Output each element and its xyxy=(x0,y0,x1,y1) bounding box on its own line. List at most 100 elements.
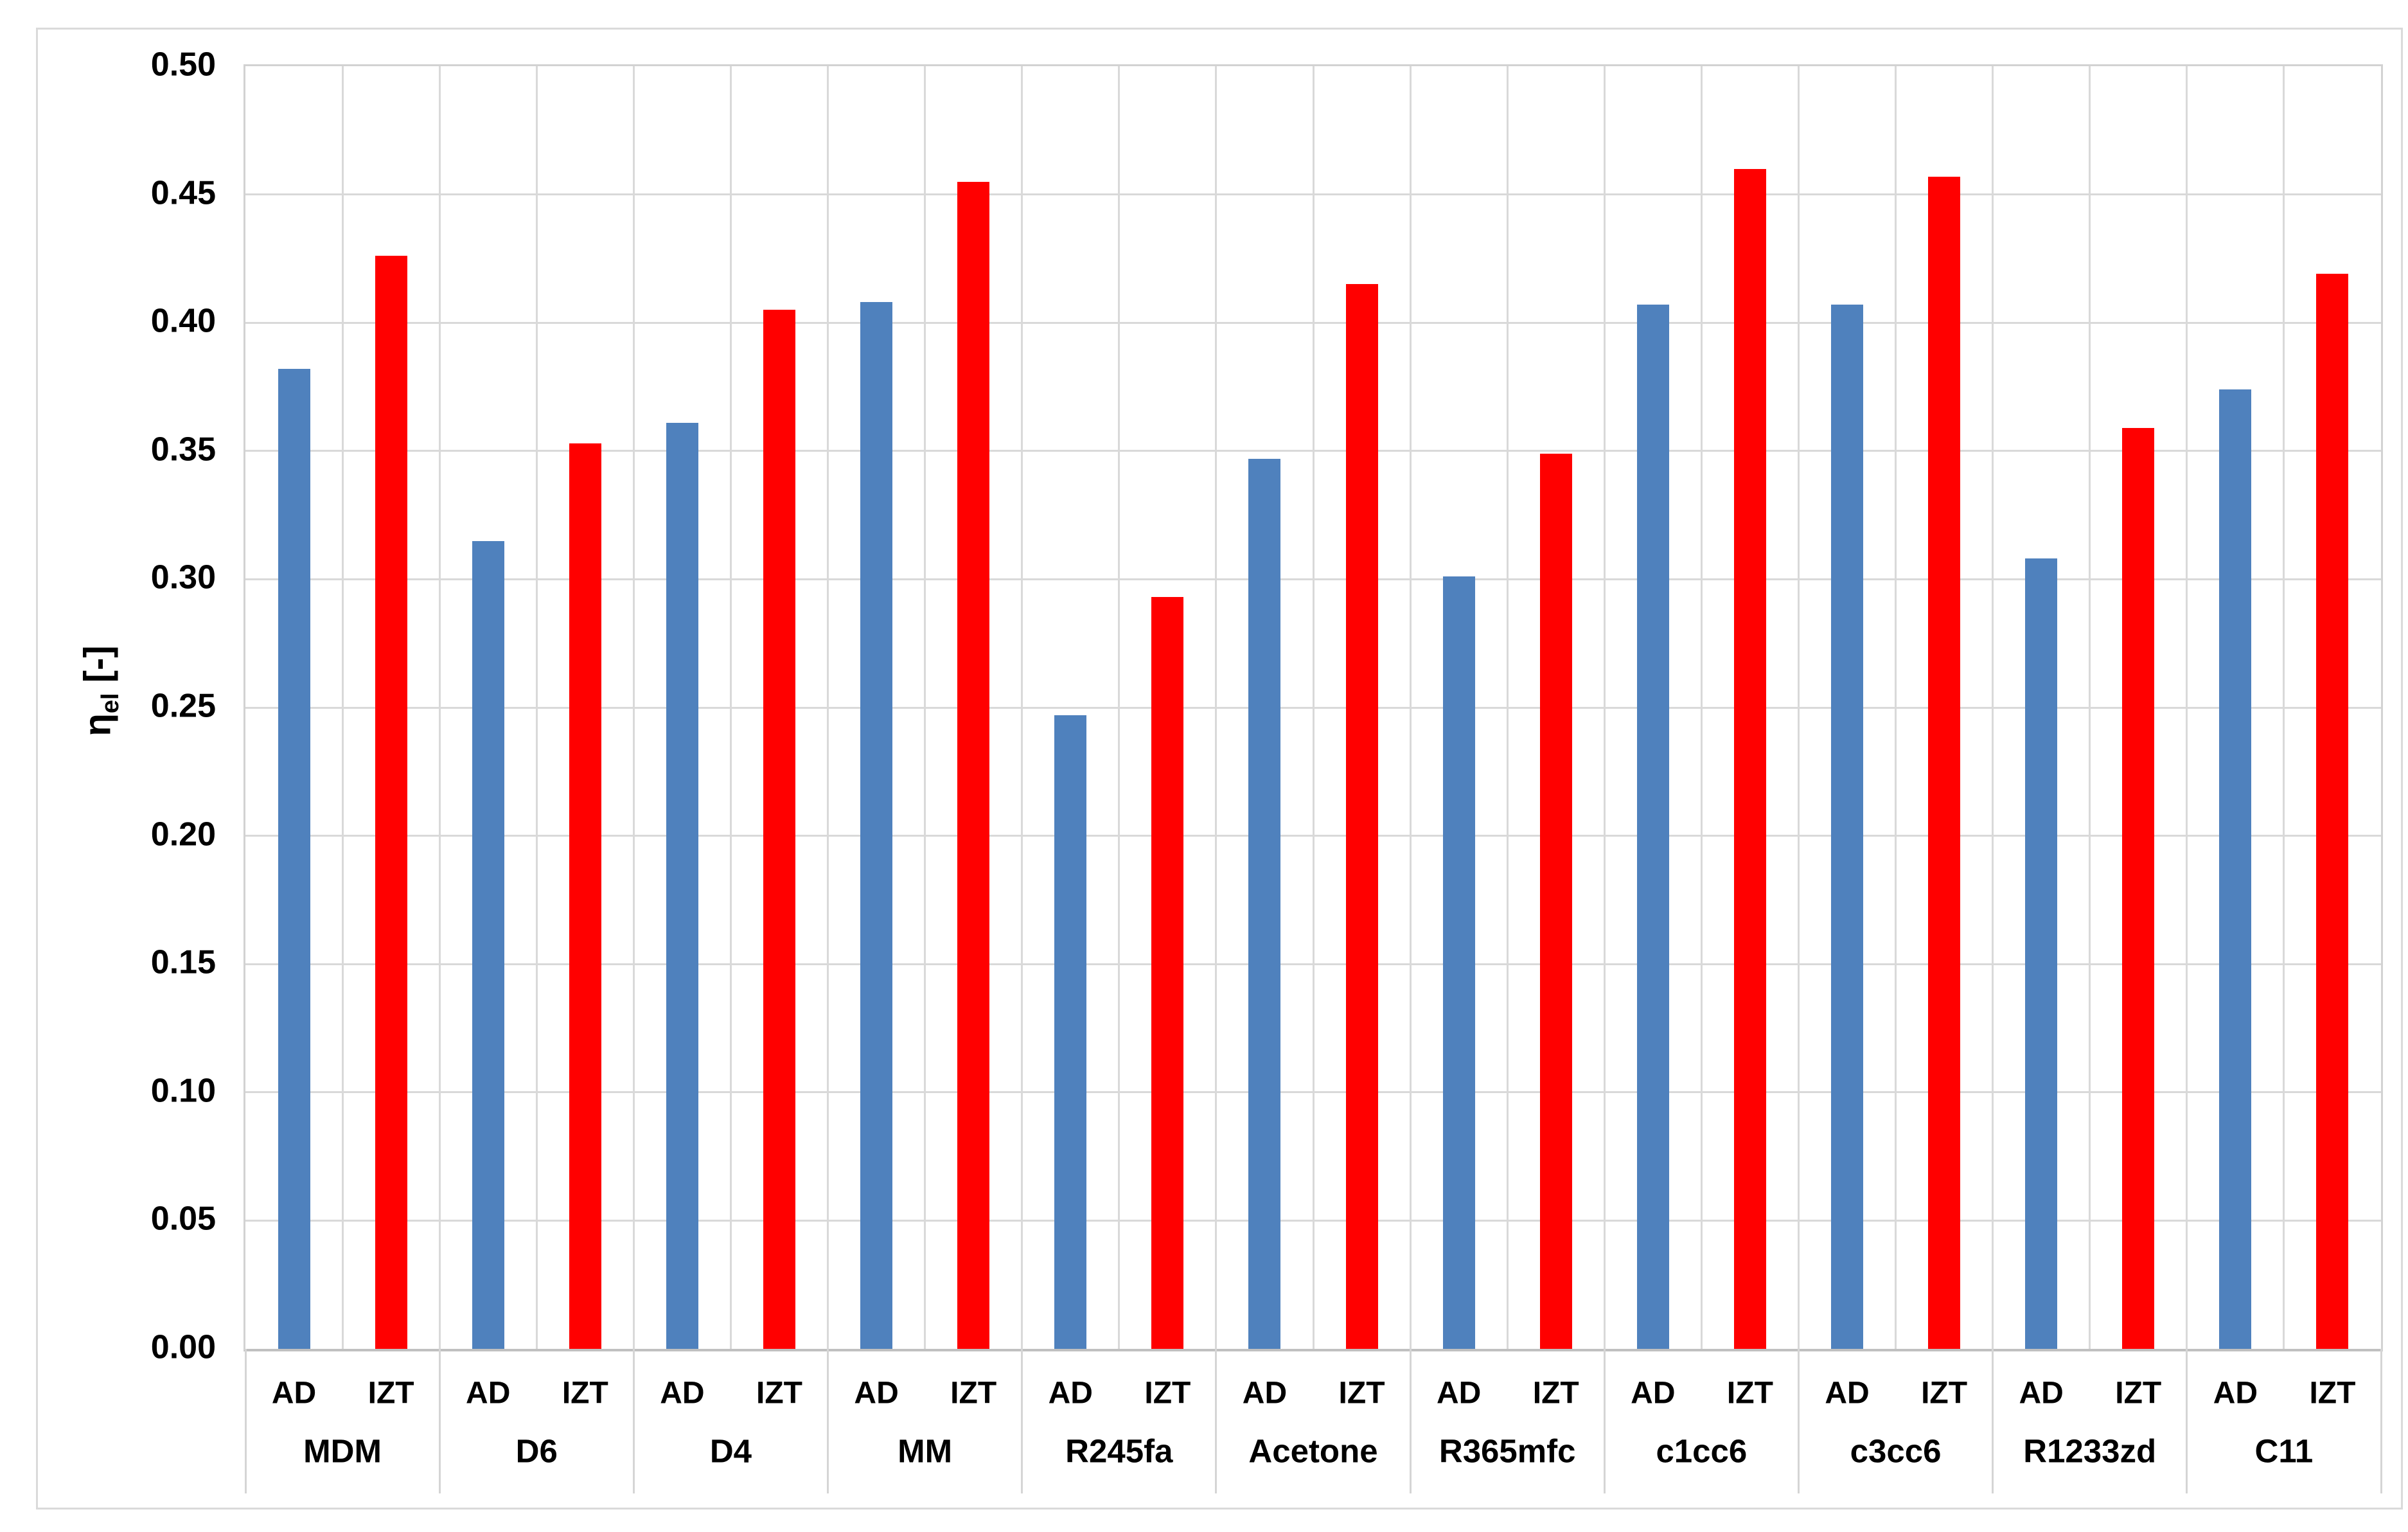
vertical-gridline xyxy=(1506,66,1509,1349)
vertical-gridline xyxy=(535,66,538,1349)
category-separator xyxy=(244,1349,247,1493)
category-separator xyxy=(2380,1349,2382,1493)
category-label-MM: MM xyxy=(898,1432,953,1470)
vertical-gridline xyxy=(1021,66,1023,1349)
series-label-R365mfc-IZT: IZT xyxy=(1532,1376,1579,1411)
bar-R365mfc-IZT xyxy=(1539,453,1572,1349)
series-label-D4-AD: AD xyxy=(660,1376,705,1411)
vertical-gridline xyxy=(924,66,926,1349)
bar-MDM-AD xyxy=(278,369,310,1349)
bar-D4-IZT xyxy=(763,310,795,1349)
series-label-MDM-AD: AD xyxy=(271,1376,317,1411)
category-separator xyxy=(1797,1349,1800,1493)
y-tick-label-0.15: 0.15 xyxy=(150,943,216,981)
series-label-c3cc6-AD: AD xyxy=(1825,1376,1870,1411)
bar-MDM-IZT xyxy=(375,256,407,1349)
y-tick-label-0.20: 0.20 xyxy=(150,815,216,853)
category-separator xyxy=(1021,1349,1023,1493)
bar-D6-IZT xyxy=(569,443,601,1349)
category-label-D4: D4 xyxy=(709,1432,752,1470)
category-label-D6: D6 xyxy=(515,1432,558,1470)
bar-R365mfc-AD xyxy=(1442,576,1475,1349)
series-label-R1233zd-AD: AD xyxy=(2019,1376,2064,1411)
category-separator xyxy=(1215,1349,1217,1493)
bar-MM-AD xyxy=(860,302,893,1349)
series-label-R365mfc-AD: AD xyxy=(1436,1376,1482,1411)
vertical-gridline xyxy=(2283,66,2285,1349)
y-tick-label-0.00: 0.00 xyxy=(150,1328,216,1366)
bar-MM-IZT xyxy=(957,181,990,1349)
bar-R245fa-IZT xyxy=(1151,597,1184,1349)
series-label-c1cc6-AD: AD xyxy=(1631,1376,1676,1411)
bar-Acetone-IZT xyxy=(1345,284,1378,1349)
series-label-R245fa-IZT: IZT xyxy=(1144,1376,1191,1411)
bar-D4-AD xyxy=(666,422,698,1349)
bar-Acetone-AD xyxy=(1248,458,1281,1349)
bar-R1233zd-IZT xyxy=(2122,427,2155,1349)
category-separator xyxy=(1409,1349,1412,1493)
vertical-gridline xyxy=(1992,66,1994,1349)
vertical-gridline xyxy=(1215,66,1217,1349)
category-separator xyxy=(1992,1349,1994,1493)
y-tick-label-0.30: 0.30 xyxy=(150,558,216,596)
category-label-c1cc6: c1cc6 xyxy=(1656,1432,1748,1470)
vertical-gridline xyxy=(1895,66,1897,1349)
category-separator xyxy=(2186,1349,2188,1493)
bar-c3cc6-IZT xyxy=(1928,176,1961,1349)
series-label-MM-IZT: IZT xyxy=(950,1376,997,1411)
bar-R1233zd-AD xyxy=(2025,558,2058,1349)
series-label-Acetone-IZT: IZT xyxy=(1338,1376,1385,1411)
bar-C11-IZT xyxy=(2316,274,2349,1349)
series-label-c3cc6-IZT: IZT xyxy=(1921,1376,1968,1411)
vertical-gridline xyxy=(1700,66,1703,1349)
vertical-gridline xyxy=(341,66,344,1349)
y-tick-label-0.35: 0.35 xyxy=(150,431,216,468)
series-label-Acetone-AD: AD xyxy=(1242,1376,1288,1411)
category-label-C11: C11 xyxy=(2254,1432,2314,1470)
bar-c3cc6-AD xyxy=(1831,305,1863,1349)
bar-c1cc6-AD xyxy=(1636,305,1669,1349)
series-label-MDM-IZT: IZT xyxy=(367,1376,414,1411)
vertical-gridline xyxy=(2186,66,2188,1349)
category-separator xyxy=(827,1349,829,1493)
category-label-c3cc6: c3cc6 xyxy=(1850,1432,1942,1470)
vertical-gridline xyxy=(729,66,732,1349)
series-label-C11-IZT: IZT xyxy=(2309,1376,2356,1411)
vertical-gridline xyxy=(1603,66,1606,1349)
category-separator xyxy=(632,1349,635,1493)
vertical-gridline xyxy=(2089,66,2091,1349)
series-label-R1233zd-IZT: IZT xyxy=(2115,1376,2162,1411)
vertical-gridline xyxy=(1312,66,1315,1349)
bar-D6-AD xyxy=(472,540,504,1349)
vertical-gridline xyxy=(632,66,635,1349)
bar-C11-AD xyxy=(2219,389,2252,1349)
y-tick-label-0.40: 0.40 xyxy=(150,302,216,340)
category-separator xyxy=(438,1349,441,1493)
category-label-R1233zd: R1233zd xyxy=(2023,1432,2157,1470)
series-label-D4-IZT: IZT xyxy=(756,1376,802,1411)
bar-R245fa-AD xyxy=(1054,715,1087,1349)
series-label-R245fa-AD: AD xyxy=(1048,1376,1093,1411)
series-label-C11-AD: AD xyxy=(2213,1376,2258,1411)
vertical-gridline xyxy=(1409,66,1412,1349)
y-tick-label-0.45: 0.45 xyxy=(150,174,216,212)
category-separator xyxy=(1603,1349,1606,1493)
category-label-MDM: MDM xyxy=(303,1432,382,1470)
series-label-D6-AD: AD xyxy=(466,1376,511,1411)
y-tick-label-0.05: 0.05 xyxy=(150,1200,216,1238)
series-label-c1cc6-IZT: IZT xyxy=(1726,1376,1773,1411)
series-label-D6-IZT: IZT xyxy=(562,1376,608,1411)
y-tick-label-0.50: 0.50 xyxy=(150,46,216,84)
bar-c1cc6-IZT xyxy=(1733,168,1766,1349)
vertical-gridline xyxy=(1118,66,1120,1349)
y-axis-unit: [-] xyxy=(76,645,119,693)
vertical-gridline xyxy=(1797,66,1800,1349)
y-tick-label-0.10: 0.10 xyxy=(150,1072,216,1110)
series-label-MM-AD: AD xyxy=(854,1376,899,1411)
category-label-Acetone: Acetone xyxy=(1248,1432,1378,1470)
category-label-R245fa: R245fa xyxy=(1065,1432,1173,1470)
y-tick-label-0.25: 0.25 xyxy=(150,687,216,725)
category-label-R365mfc: R365mfc xyxy=(1439,1432,1576,1470)
vertical-gridline xyxy=(827,66,829,1349)
